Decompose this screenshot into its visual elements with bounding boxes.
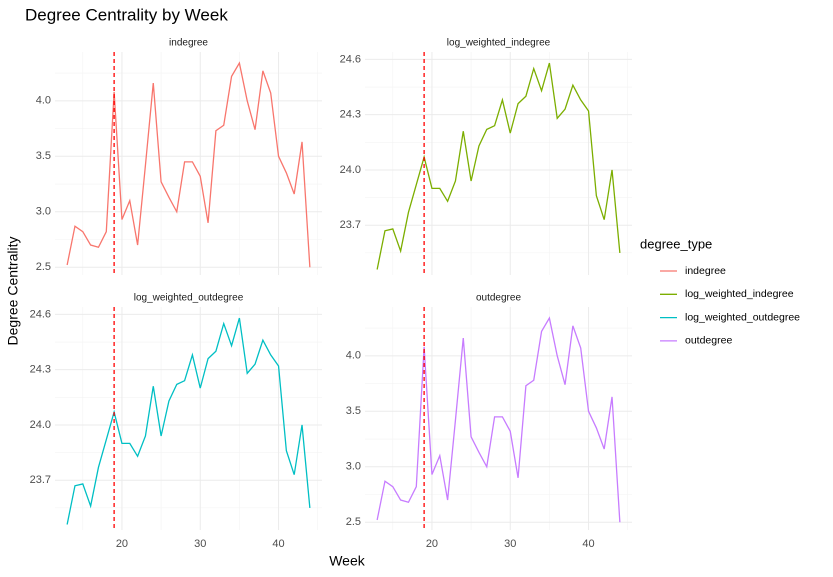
strip-label: outdegree: [476, 293, 521, 304]
strip-label: indegree: [169, 38, 208, 49]
legend-label: log_weighted_outdegree: [685, 311, 800, 323]
x-tick-label: 40: [582, 538, 594, 550]
data-line: [376, 316, 621, 523]
y-tick-label: 2.5: [346, 516, 361, 528]
y-tick-label: 24.3: [340, 109, 361, 121]
legend-label: outdegree: [685, 335, 732, 347]
legend-label: log_weighted_indegree: [685, 288, 794, 300]
y-tick-label: 23.7: [30, 474, 51, 486]
y-tick-label: 3.5: [346, 405, 361, 417]
x-tick-label: 20: [116, 538, 128, 550]
y-tick-label: 24.6: [340, 53, 361, 65]
data-line: [66, 61, 311, 268]
y-tick-label: 23.7: [340, 219, 361, 231]
data-line: [66, 317, 311, 525]
y-tick-label: 24.0: [340, 164, 361, 176]
y-tick-label: 2.5: [36, 261, 51, 273]
y-tick-label: 24.6: [30, 308, 51, 320]
y-tick-label: 3.0: [346, 461, 361, 473]
legend-title: degree_type: [640, 236, 712, 251]
x-tick-label: 30: [194, 538, 206, 550]
y-tick-label: 24.0: [30, 419, 51, 431]
strip-label: log_weighted_outdegree: [134, 293, 244, 304]
x-tick-label: 20: [426, 538, 438, 550]
y-tick-label: 3.5: [36, 150, 51, 162]
y-axis-title: Degree Centrality: [5, 237, 21, 346]
x-tick-label: 30: [504, 538, 516, 550]
x-axis-title: Week: [329, 553, 366, 569]
y-tick-label: 4.0: [36, 95, 51, 107]
y-tick-label: 4.0: [346, 350, 361, 362]
x-tick-label: 40: [272, 538, 284, 550]
y-tick-label: 3.0: [36, 206, 51, 218]
legend-label: indegree: [685, 265, 726, 277]
chart-title: Degree Centrality by Week: [25, 5, 228, 24]
y-tick-label: 24.3: [30, 364, 51, 376]
data-line: [376, 62, 621, 270]
strip-label: log_weighted_indegree: [447, 38, 551, 49]
